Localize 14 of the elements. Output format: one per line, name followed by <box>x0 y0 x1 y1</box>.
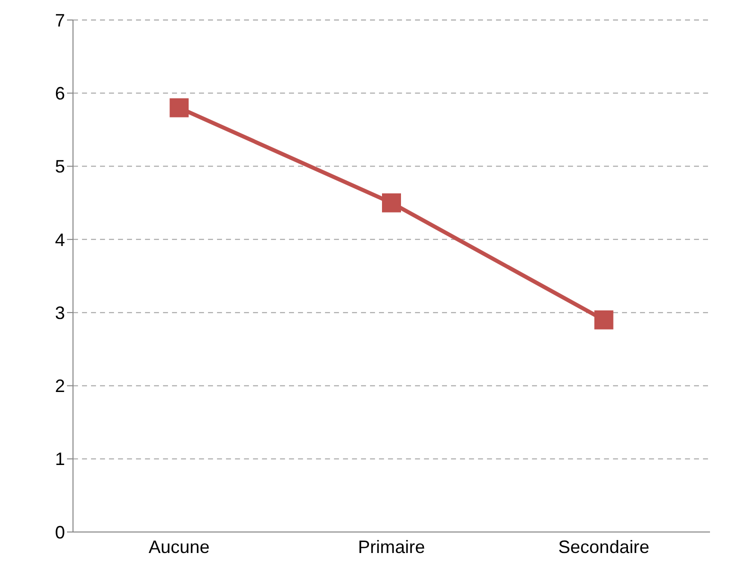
y-tick-label: 6 <box>54 84 65 104</box>
x-tick-label: Secondaire <box>558 536 650 557</box>
y-tick-label: 5 <box>54 156 65 177</box>
y-tick-label: 2 <box>54 376 65 396</box>
x-tick-label: Primaire <box>358 536 426 557</box>
point <box>170 98 189 118</box>
y-tick-label: 1 <box>54 449 65 470</box>
y-tick-label: 3 <box>54 302 65 323</box>
point <box>594 310 614 330</box>
y-tick-label: 7 <box>54 10 65 30</box>
x-tick-label: Aucune <box>148 536 210 557</box>
point <box>382 193 401 212</box>
y-tick-label: 4 <box>54 230 65 250</box>
y-tick-label: 0 <box>54 522 65 542</box>
